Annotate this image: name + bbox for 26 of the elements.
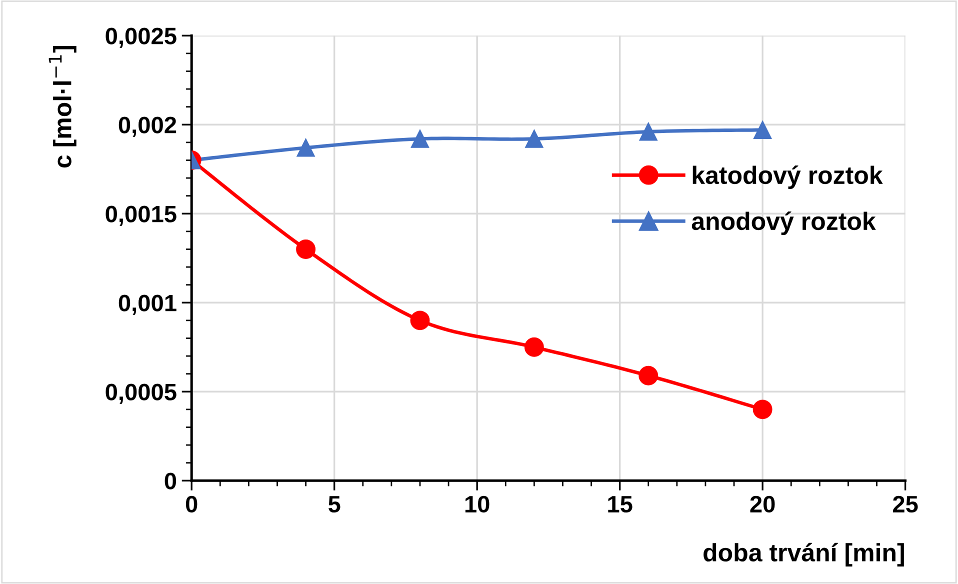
- x-tick-label: 15: [608, 496, 632, 513]
- point: [752, 400, 772, 420]
- x-tick-label: 10: [465, 496, 490, 513]
- x-tick-label: 0: [186, 496, 198, 513]
- y-tick-label: 0: [164, 472, 176, 490]
- point: [410, 130, 430, 148]
- y-tick-label: 0,001: [118, 294, 176, 315]
- x-tick-label: 25: [893, 496, 918, 513]
- y-tick-label: 0,0015: [106, 206, 176, 226]
- point: [525, 130, 544, 148]
- y-tick-label: 0,0005: [106, 384, 176, 404]
- point: [638, 366, 658, 386]
- legend-label: katodový roztok: [692, 166, 883, 190]
- point: [296, 240, 316, 259]
- legend-label: anodový roztok: [692, 212, 876, 236]
- y-tick-label: 0,002: [118, 116, 176, 137]
- y-tick-label: 0,0025: [106, 28, 176, 48]
- point: [524, 337, 544, 357]
- point: [296, 138, 315, 157]
- x-tick-label: 5: [328, 496, 340, 513]
- y-axis-title: c [mol·l$^{−1}$]: [48, 46, 76, 168]
- point: [754, 120, 772, 139]
- x-axis-title: doba trvání [min]: [704, 542, 904, 566]
- point: [410, 310, 430, 330]
- point: [639, 122, 658, 141]
- x-tick-label: 20: [750, 496, 775, 513]
